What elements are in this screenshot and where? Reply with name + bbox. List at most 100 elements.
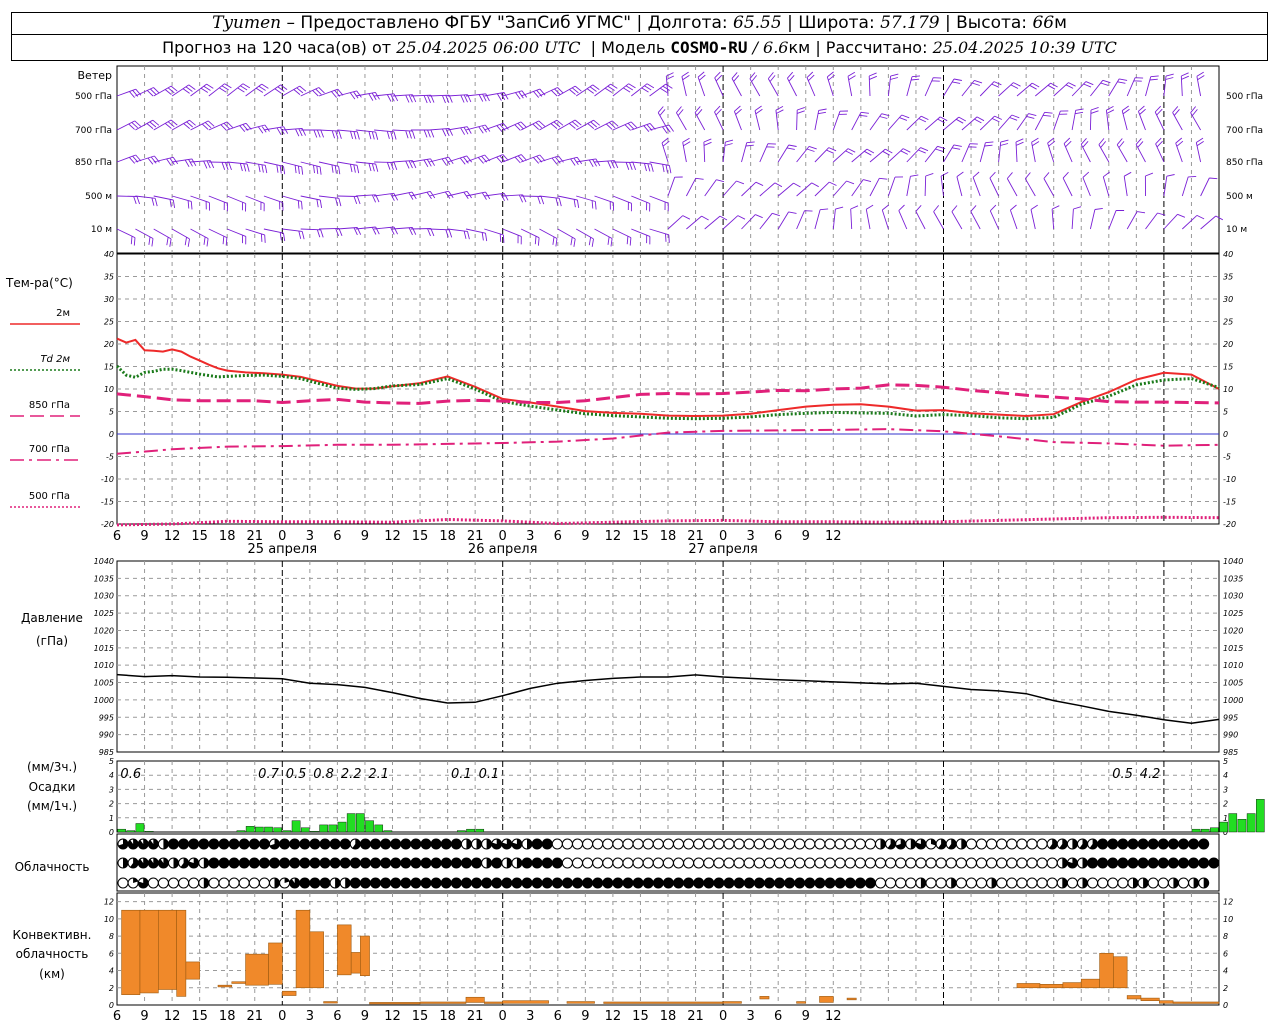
wind-barb: [539, 155, 564, 165]
cloud-fill: [516, 858, 522, 868]
cloud-symbol: [612, 838, 624, 850]
cloud-symbol: [1016, 877, 1028, 889]
wind-barb: [796, 145, 817, 163]
convective-bar: [1062, 982, 1082, 989]
y-tick-label: 990: [1223, 731, 1238, 740]
cloud-symbol: [683, 877, 695, 889]
cloud-symbol: [592, 857, 604, 869]
wind-barb: [539, 228, 558, 247]
cloud-fill: [1062, 858, 1068, 868]
x-tick-label: 3: [306, 529, 314, 544]
cloud-symbol: [804, 857, 816, 869]
wind-barb: [1121, 105, 1130, 131]
y-tick-label: -20: [101, 520, 114, 529]
cloud-symbol: [743, 838, 755, 850]
cloud-symbol: [551, 857, 563, 869]
wind-barb: [767, 72, 779, 97]
wind-barb: [1163, 73, 1174, 97]
wind-barb: [759, 143, 776, 163]
cloud-symbol: [218, 857, 230, 869]
wind-barb: [374, 161, 398, 171]
x-tick-label: 6: [333, 1009, 341, 1024]
x-tick-label: 15: [191, 529, 208, 544]
wind-barb: [832, 206, 844, 230]
cloud-symbol: [1137, 857, 1149, 869]
y-tick-label: 25: [104, 318, 114, 327]
x-tick-label: 6: [554, 1009, 562, 1024]
x-tick-label: 12: [605, 1009, 622, 1024]
x-tick-label: 18: [219, 529, 236, 544]
cloud-symbol: [1127, 838, 1139, 850]
y-tick-label: 20: [104, 340, 114, 349]
cloud-symbol: [420, 857, 432, 869]
precip-bar: [1191, 828, 1201, 833]
cloud-symbol: [1178, 838, 1189, 850]
cloud-symbol: [1097, 857, 1109, 869]
convective-bar: [268, 942, 283, 985]
convective-bar: [158, 909, 177, 990]
convective-bar: [603, 1001, 724, 1004]
cloud-symbol: [178, 838, 190, 850]
y-tick-label: 35: [1223, 273, 1233, 282]
cloud-symbol: [935, 877, 947, 889]
cloud-symbol: [531, 838, 543, 850]
cloud-fill: [180, 858, 189, 869]
wind-barb: [1071, 206, 1082, 230]
wind-barb: [722, 139, 734, 163]
wind-barb: [612, 195, 632, 212]
cloud-symbol: [834, 838, 846, 850]
wind-barb: [956, 171, 964, 197]
lon-value: 65.55: [733, 13, 782, 33]
cloud-symbol: [1026, 857, 1038, 869]
cloud-symbol: [662, 857, 674, 869]
cloud-fill: [486, 858, 492, 868]
y-tick-label: 10: [104, 385, 114, 394]
wind-barb: [318, 129, 342, 139]
cloud-symbol: [582, 877, 594, 889]
cloud-symbol: [1006, 838, 1018, 850]
wind-barb: [1053, 110, 1069, 131]
wind-barb: [447, 228, 470, 240]
cloud-symbol: [1188, 857, 1200, 869]
precip-3h-label: 0.1: [479, 767, 500, 782]
cloud-fill: [910, 839, 916, 849]
wind-barb: [961, 79, 983, 97]
cloud-symbol: [1198, 857, 1210, 869]
cloud-symbol: [844, 838, 856, 850]
wind-barb: [865, 204, 874, 230]
cloud-symbol: [1157, 877, 1169, 889]
y-tick-label: 6: [1223, 949, 1228, 958]
x-tick-label: 3: [306, 1009, 314, 1024]
x-tick-label: 12: [384, 1009, 401, 1024]
wind-barb: [502, 154, 528, 164]
cloud-symbol: [804, 838, 816, 850]
cloud-symbol: [248, 857, 260, 869]
cloud-symbol: [582, 838, 594, 850]
cloud-fill: [138, 858, 149, 869]
x-tick-label: 0: [278, 529, 286, 544]
wind-barb: [263, 228, 286, 242]
cloud-symbol: [1016, 838, 1028, 850]
wind-barb: [135, 87, 160, 97]
x-tick-label: 21: [246, 529, 263, 544]
cloud-symbol: [410, 877, 422, 889]
x-tick-label: 3: [747, 1009, 755, 1024]
cloud-fill: [1059, 839, 1068, 849]
forecast-prefix: Прогноз на 120 часа(ов) от: [162, 38, 392, 57]
cloud-symbol: [774, 838, 785, 850]
cloud-symbol: [965, 857, 977, 869]
precip-3h-label: 0.7: [258, 767, 279, 782]
cloud-symbol: [309, 857, 321, 869]
wind-barb: [649, 83, 673, 97]
wind-barb: [881, 204, 889, 230]
cloud-fill: [915, 839, 926, 850]
cloud-symbol: [673, 877, 684, 889]
wind-barb: [832, 180, 855, 197]
wind-barb: [520, 120, 546, 131]
y-tick-label: -15: [101, 498, 114, 507]
wind-barb: [557, 228, 576, 247]
wind-barb: [392, 160, 417, 169]
cloud-symbol: [1117, 857, 1129, 869]
wind-barb: [300, 161, 322, 175]
